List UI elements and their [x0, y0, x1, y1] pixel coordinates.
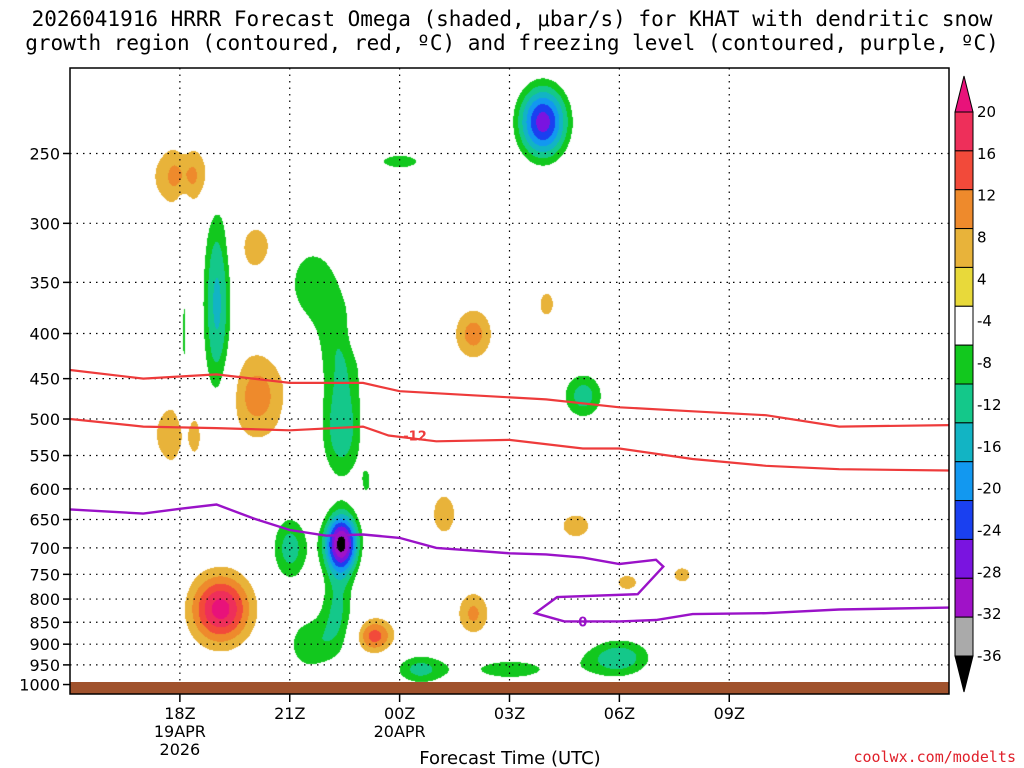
colorbar-label-8: -16: [977, 438, 1002, 456]
y-tick-label-550: 550: [29, 447, 60, 466]
colorbar-segment-7: [954, 383, 974, 424]
x-tick-label-09Z: 09Z: [714, 704, 745, 723]
colorbar-segment-9: [954, 461, 974, 502]
chart-title-line1: 2026041916 HRRR Forecast Omega (shaded, …: [32, 7, 993, 31]
colorbar: 20 16 12 8 4 -4 -8 -12 -16 -20 -24 -28 -32 -36: [954, 75, 1002, 693]
colorbar-label-13: -36: [977, 647, 1002, 665]
y-tick-label-750: 750: [29, 565, 60, 584]
y-tick-label-1000: 1000: [19, 676, 60, 695]
dgz-contour--17: [70, 417, 949, 472]
dgz-contour-label: -12: [403, 430, 427, 445]
colorbar-segment-3: [954, 228, 974, 268]
colorbar-segment-13: [954, 616, 974, 657]
colorbar-segment-12: [954, 577, 974, 618]
y-axis: 250 300 350 400 450 500 550 600 650 700 750 800 850 9…: [19, 144, 70, 695]
x-tick-label-00Z: 00Z: [384, 704, 415, 723]
grid-lines: [70, 68, 949, 694]
colorbar-label-4: 4: [977, 270, 987, 288]
contour-lines: -12 0: [70, 368, 949, 630]
colorbar-label-0: 20: [977, 103, 996, 121]
colorbar-segment-0: [954, 111, 974, 152]
y-tick-label-900: 900: [29, 635, 60, 654]
x-tick-year-18Z: 2026: [160, 740, 201, 759]
y-tick-label-800: 800: [29, 590, 60, 609]
x-tick-date-00Z: 20APR: [374, 722, 426, 741]
colorbar-segment-6: [954, 344, 974, 385]
colorbar-label-6: -8: [977, 354, 992, 372]
x-tick-label-03Z: 03Z: [494, 704, 525, 723]
colorbar-label-3: 8: [977, 229, 987, 247]
colorbar-bottom-arrow: [954, 655, 974, 693]
colorbar-segment-1: [954, 150, 974, 191]
y-tick-label-250: 250: [29, 144, 60, 163]
colorbar-label-2: 12: [977, 187, 996, 205]
freezing-level-label: 0: [578, 615, 587, 630]
y-tick-label-600: 600: [29, 480, 60, 499]
colorbar-segment-8: [954, 422, 974, 463]
chart-title-line2: growth region (contoured, red, ºC) and f…: [25, 31, 999, 55]
x-tick-label-06Z: 06Z: [604, 704, 635, 723]
y-tick-label-400: 400: [29, 325, 60, 344]
plot-area: -12 0: [70, 68, 949, 694]
colorbar-label-7: -12: [977, 396, 1002, 414]
x-tick-label-18Z: 18Z: [164, 704, 195, 723]
colorbar-segment-4: [954, 266, 974, 307]
y-tick-label-450: 450: [29, 370, 60, 389]
x-axis-title: Forecast Time (UTC): [419, 748, 600, 768]
x-tick-label-21Z: 21Z: [274, 704, 305, 723]
colorbar-segment-2: [954, 189, 974, 230]
y-tick-label-650: 650: [29, 511, 60, 530]
credit-text: coolwx.com/modelts: [853, 748, 1016, 766]
colorbar-segment-10: [954, 500, 974, 540]
colorbar-label-11: -28: [977, 563, 1002, 581]
colorbar-label-9: -20: [977, 480, 1002, 498]
freezing-level-contour: [70, 503, 949, 623]
colorbar-segment-5: [954, 305, 974, 346]
colorbar-label-12: -32: [977, 605, 1002, 623]
colorbar-label-5: -4: [977, 312, 992, 330]
colorbar-segment-11: [954, 538, 974, 579]
y-tick-label-500: 500: [29, 410, 60, 429]
y-tick-label-300: 300: [29, 214, 60, 233]
colorbar-label-10: -24: [977, 521, 1002, 539]
x-tick-date-18Z: 19APR: [154, 722, 206, 741]
y-tick-label-950: 950: [29, 656, 60, 675]
terrain-ground: [70, 682, 949, 694]
y-tick-label-350: 350: [29, 273, 60, 292]
colorbar-top-arrow: [954, 75, 974, 113]
y-tick-label-700: 700: [29, 539, 60, 558]
colorbar-label-1: 16: [977, 145, 996, 163]
y-tick-label-850: 850: [29, 613, 60, 632]
dgz-contour--12: [70, 368, 949, 428]
